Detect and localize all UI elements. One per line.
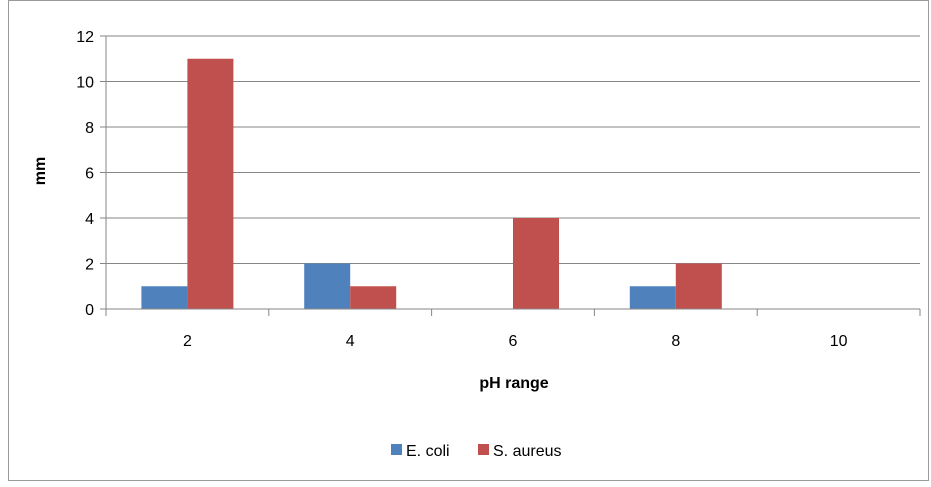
legend-swatch: [478, 444, 489, 455]
legend-swatch: [391, 444, 402, 455]
legend-label: S. aureus: [493, 443, 561, 460]
bar-s-aureus-8: [675, 263, 722, 309]
x-tick-label: 8: [671, 333, 680, 350]
y-tick-label: 6: [85, 166, 94, 183]
bar-e-coli-4: [304, 263, 351, 309]
bar-s-aureus-6: [513, 218, 559, 309]
x-tick-labels: 2 4 6 8 10: [183, 333, 848, 350]
y-tick-labels: 0 2 4 6 8 10 12: [76, 29, 94, 319]
bars: [141, 58, 722, 309]
y-tick-label: 10: [76, 75, 94, 92]
y-tick-label: 0: [85, 302, 94, 319]
y-tick-label: 12: [76, 29, 94, 46]
x-axis-title: pH range: [479, 375, 548, 392]
legend: E. coli S. aureus: [391, 443, 561, 460]
bar-s-aureus-2: [187, 58, 234, 309]
y-tick-label: 8: [85, 120, 94, 137]
x-tick-label: 4: [346, 333, 355, 350]
gridlines: [100, 35, 920, 310]
y-tick-label: 4: [85, 211, 94, 228]
x-tick-label: 6: [509, 333, 518, 350]
legend-label: E. coli: [406, 443, 450, 460]
y-axis-title: mm: [32, 157, 49, 185]
axes: [105, 36, 921, 316]
bar-e-coli-2: [141, 286, 188, 309]
bar-s-aureus-4: [350, 286, 397, 309]
y-tick-label: 2: [85, 257, 94, 274]
x-tick-label: 10: [830, 333, 848, 350]
x-tick-label: 2: [183, 333, 192, 350]
bar-e-coli-8: [629, 286, 676, 309]
chart-frame: 0 2 4 6 8 10 12 2 4 6 8 10 mm pH range E. coli S. a…: [8, 0, 929, 481]
bar-chart: 0 2 4 6 8 10 12 2 4 6 8 10 mm pH range E. coli S. a…: [32, 29, 921, 460]
